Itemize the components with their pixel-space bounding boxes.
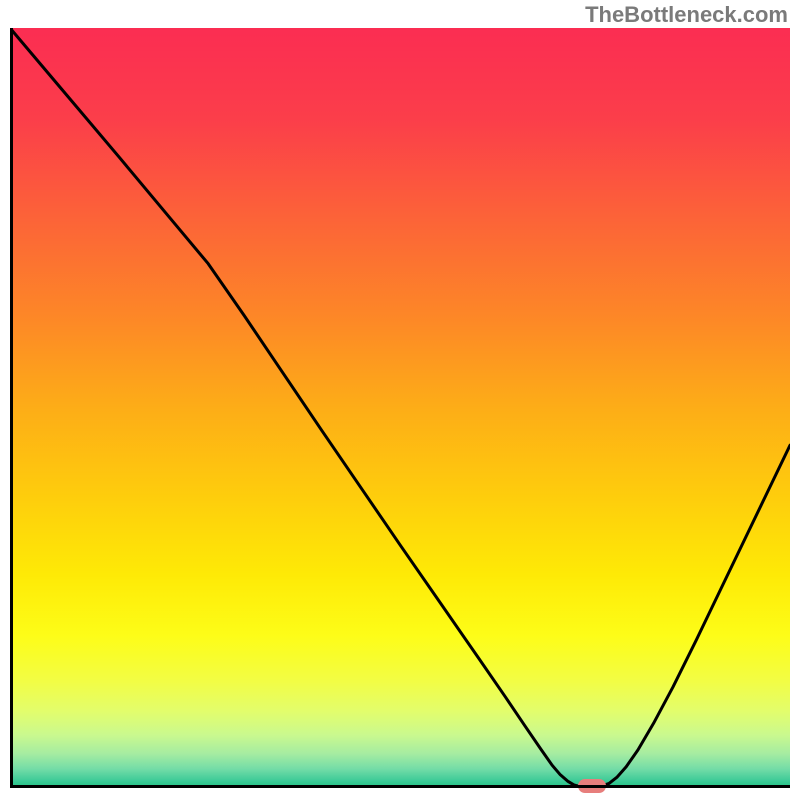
plot-area	[10, 28, 790, 788]
y-axis	[10, 28, 13, 788]
x-axis	[10, 785, 790, 788]
watermark-text: TheBottleneck.com	[585, 2, 788, 28]
bottleneck-curve	[10, 28, 790, 788]
curve-path	[10, 28, 790, 786]
chart-container: { "watermark": { "text": "TheBottleneck.…	[0, 0, 800, 800]
